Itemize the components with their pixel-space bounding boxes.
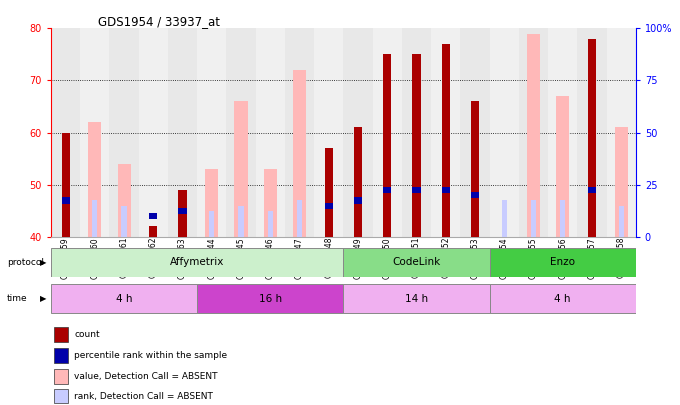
Bar — [354, 197, 362, 204]
Bar — [209, 211, 214, 237]
Bar — [314, 28, 343, 237]
Bar — [51, 284, 197, 313]
Text: 16 h: 16 h — [258, 294, 282, 304]
Text: value, Detection Call = ABSENT: value, Detection Call = ABSENT — [74, 372, 218, 381]
Bar — [80, 28, 109, 237]
Bar — [471, 101, 479, 237]
Bar — [51, 247, 343, 277]
Bar — [343, 284, 490, 313]
Bar — [92, 200, 97, 237]
Text: Enzo: Enzo — [550, 257, 575, 267]
Text: percentile rank within the sample: percentile rank within the sample — [74, 351, 227, 360]
Bar — [139, 28, 168, 237]
Text: 14 h: 14 h — [405, 294, 428, 304]
Bar — [61, 132, 70, 237]
Text: ▶: ▶ — [39, 258, 46, 267]
Bar — [61, 197, 70, 204]
Text: CodeLink: CodeLink — [392, 257, 441, 267]
Bar — [502, 200, 507, 237]
Bar — [460, 28, 490, 237]
Bar — [490, 284, 636, 313]
Bar — [548, 28, 577, 237]
Bar — [560, 200, 565, 237]
Bar — [239, 206, 243, 237]
Bar — [343, 247, 490, 277]
Bar — [471, 192, 479, 198]
Bar — [588, 187, 596, 193]
Bar — [373, 28, 402, 237]
Bar — [615, 128, 628, 237]
Bar — [588, 39, 596, 237]
Bar — [441, 187, 450, 193]
Bar — [118, 164, 131, 237]
Text: time: time — [7, 294, 27, 303]
Bar — [490, 247, 636, 277]
Bar — [235, 101, 248, 237]
Bar — [54, 369, 68, 384]
Bar — [519, 28, 548, 237]
Bar — [531, 200, 536, 237]
Bar — [256, 28, 285, 237]
Text: 4 h: 4 h — [554, 294, 571, 304]
Bar — [577, 28, 607, 237]
Bar — [324, 202, 333, 209]
Bar — [556, 96, 569, 237]
Bar — [343, 28, 373, 237]
Bar — [54, 327, 68, 342]
Bar — [51, 28, 80, 237]
Text: Affymetrix: Affymetrix — [170, 257, 224, 267]
Bar — [197, 284, 343, 313]
Bar — [149, 213, 158, 219]
Bar — [168, 28, 197, 237]
Text: count: count — [74, 330, 100, 339]
Bar — [441, 44, 450, 237]
Bar — [354, 128, 362, 237]
Text: GDS1954 / 33937_at: GDS1954 / 33937_at — [98, 15, 220, 28]
Bar — [383, 187, 392, 193]
Bar — [383, 54, 392, 237]
Text: rank, Detection Call = ABSENT: rank, Detection Call = ABSENT — [74, 392, 213, 401]
Bar — [268, 211, 273, 237]
Bar — [149, 226, 158, 237]
Bar — [178, 190, 187, 237]
Bar — [297, 200, 302, 237]
Bar — [264, 169, 277, 237]
Bar — [88, 122, 101, 237]
Text: ▶: ▶ — [39, 294, 46, 303]
Bar — [607, 28, 636, 237]
Bar — [109, 28, 139, 237]
Bar — [54, 389, 68, 403]
Bar — [285, 28, 314, 237]
Bar — [619, 206, 624, 237]
Bar — [431, 28, 460, 237]
Text: protocol: protocol — [7, 258, 44, 267]
Bar — [178, 208, 187, 214]
Text: 4 h: 4 h — [116, 294, 133, 304]
Bar — [412, 187, 421, 193]
Bar — [54, 348, 68, 363]
Bar — [412, 54, 421, 237]
Bar — [402, 28, 431, 237]
Bar — [122, 206, 126, 237]
Bar — [197, 28, 226, 237]
Bar — [205, 169, 218, 237]
Bar — [527, 34, 540, 237]
Bar — [293, 70, 306, 237]
Bar — [324, 148, 333, 237]
Bar — [226, 28, 256, 237]
Bar — [490, 28, 519, 237]
